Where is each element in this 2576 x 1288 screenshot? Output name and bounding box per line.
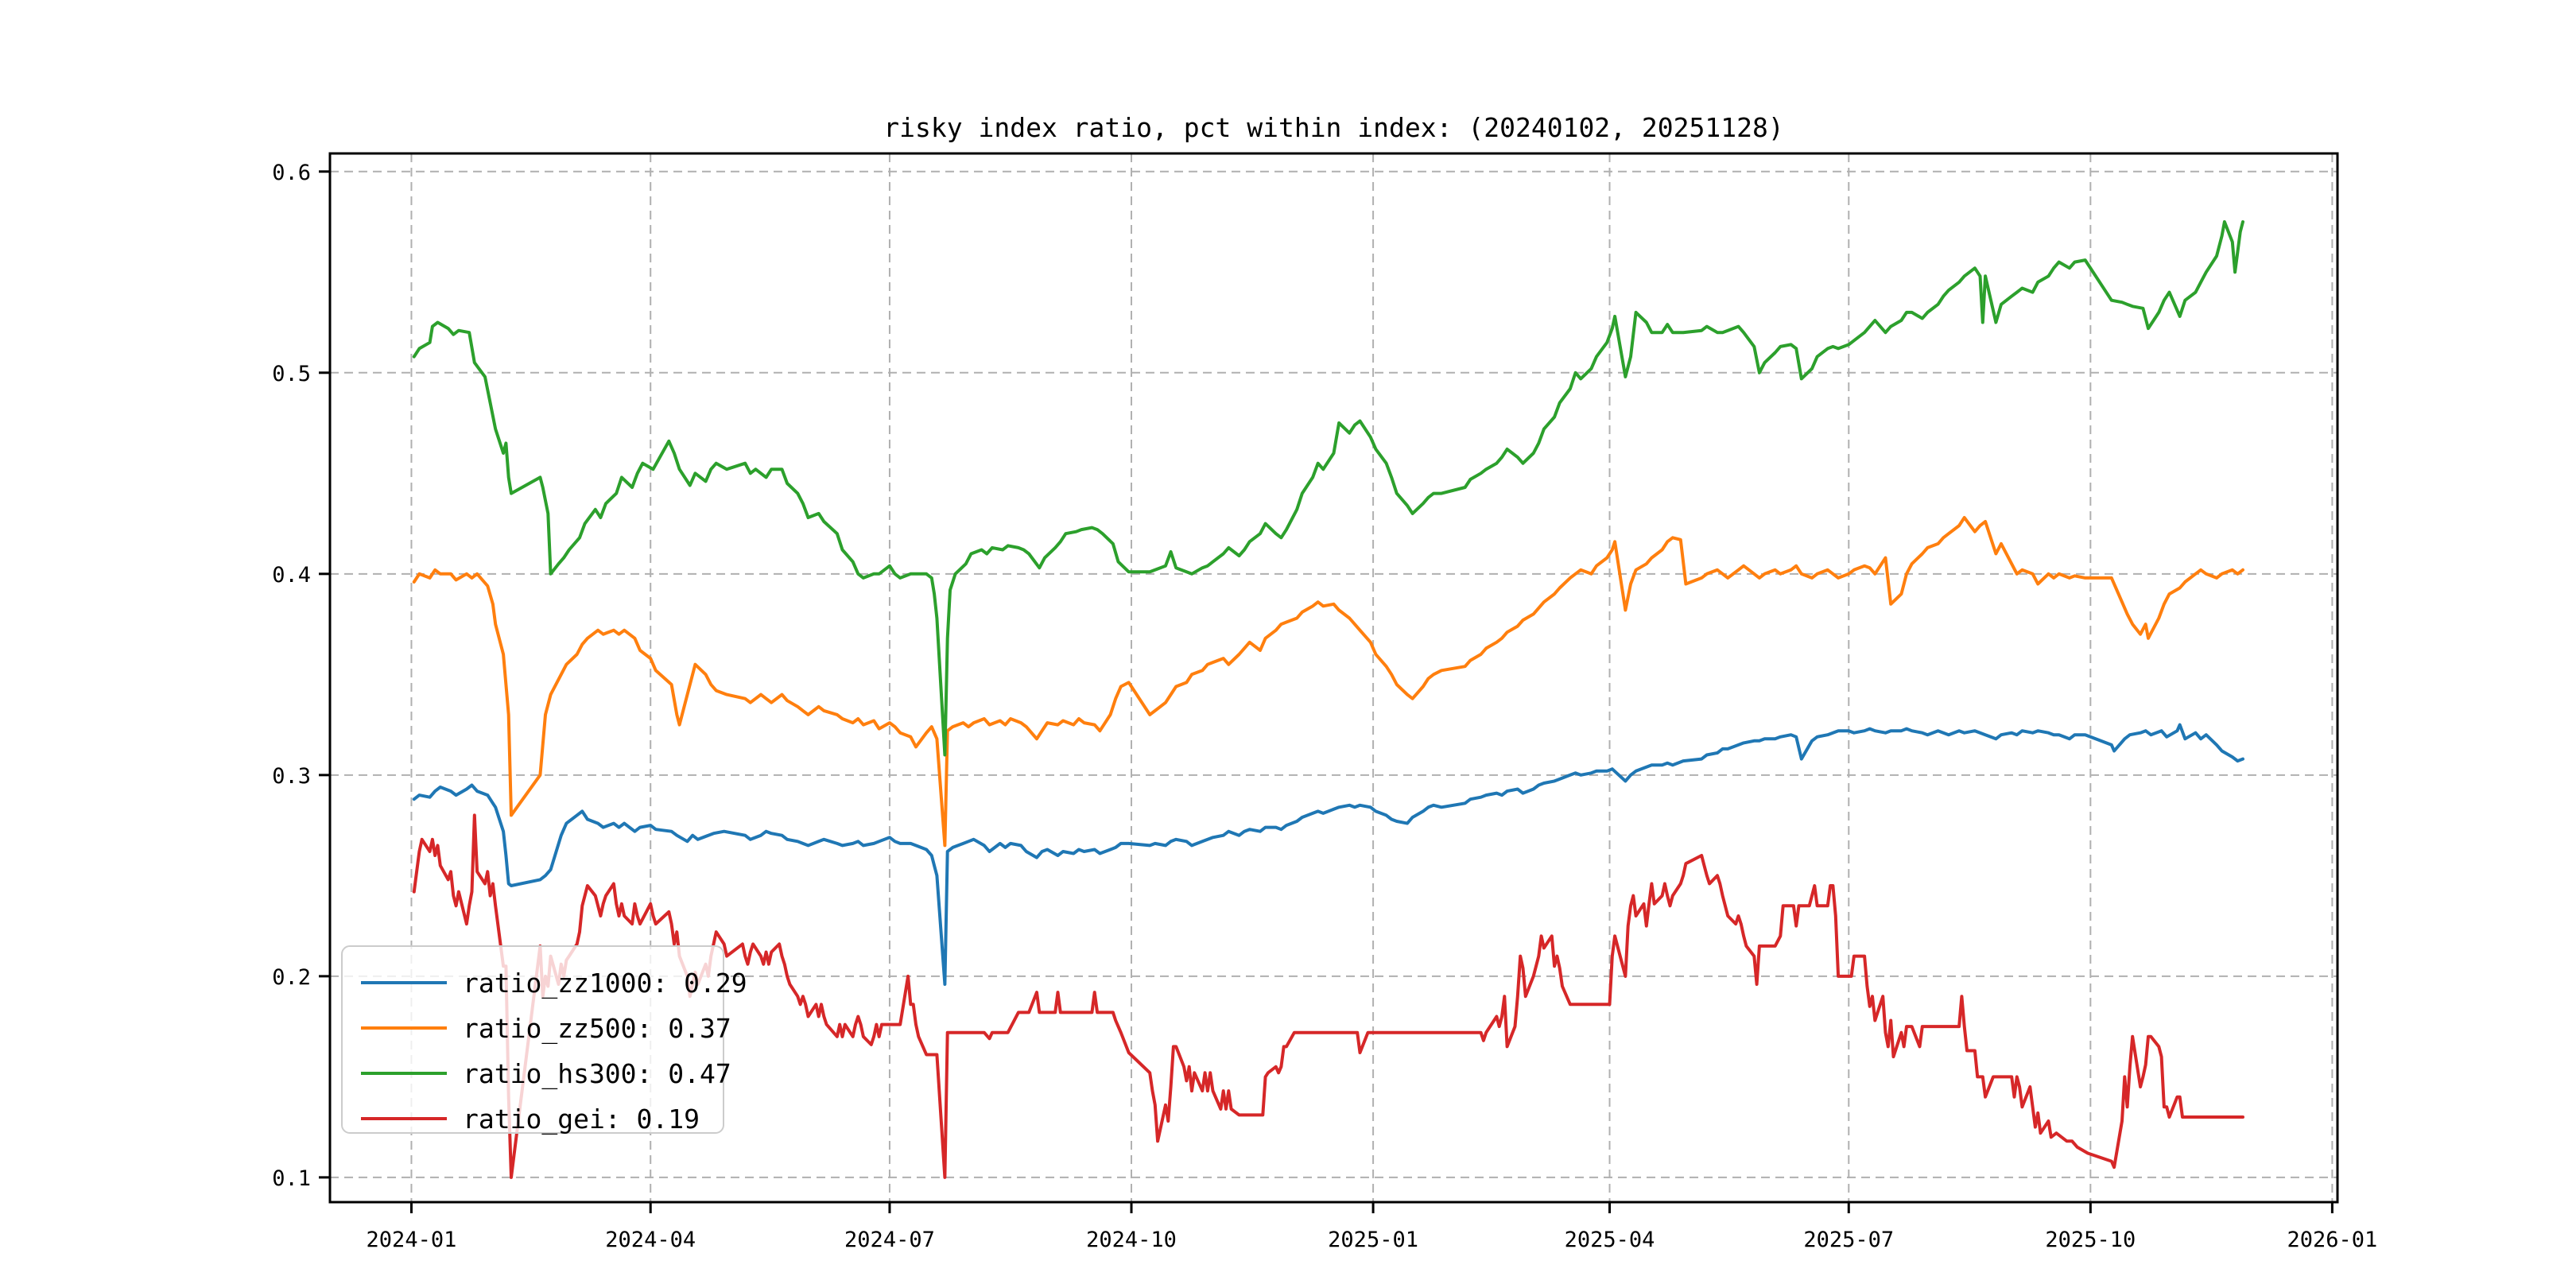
legend-label-ratio_zz1000: ratio_zz1000: 0.29 [463, 968, 747, 999]
series-line-ratio_zz500 [412, 516, 2244, 848]
y-tick-label: 0.6 [272, 161, 311, 185]
y-tick-label: 0.1 [272, 1166, 311, 1191]
x-tick-label: 2024-10 [1086, 1228, 1177, 1252]
y-tick-label: 0.4 [272, 563, 311, 588]
axis-ticks: 0.1 0.2 0.3 0.4 0.5 0.6 2024-01 2024-04 2024-07 2… [272, 161, 2377, 1252]
legend-label-ratio_zz500: ratio_zz500: 0.37 [463, 1013, 731, 1045]
legend-label-ratio_gei: ratio_gei: 0.19 [463, 1104, 700, 1135]
legend-box [341, 945, 724, 1134]
x-tick-label: 2024-01 [367, 1228, 457, 1252]
x-tick-label: 2025-04 [1565, 1228, 1655, 1252]
chart-title: risky index ratio, pct within index: (20… [883, 112, 1783, 143]
x-tick-label: 2025-07 [1803, 1228, 1894, 1252]
series-line-ratio_gei [412, 813, 2244, 1179]
series-line-ratio_hs300 [412, 220, 2244, 757]
plot-frame [328, 152, 2339, 1204]
gridlines [330, 153, 2337, 1202]
legend-label-ratio_hs300: ratio_hs300: 0.47 [463, 1058, 731, 1090]
legend: ratio_zz1000: 0.29 ratio_zz500: 0.37 ratio… [341, 945, 747, 1135]
y-tick-label: 0.3 [272, 764, 311, 789]
x-tick-label: 2026-01 [2287, 1228, 2377, 1252]
x-tick-label: 2025-10 [2045, 1228, 2136, 1252]
y-tick-label: 0.5 [272, 362, 311, 386]
x-tick-label: 2024-07 [844, 1228, 935, 1252]
series-line-ratio_zz1000 [412, 723, 2244, 986]
x-tick-label: 2025-01 [1328, 1228, 1418, 1252]
x-tick-label: 2024-04 [605, 1228, 696, 1252]
y-tick-label: 0.2 [272, 965, 311, 990]
series-lines [412, 220, 2244, 1179]
